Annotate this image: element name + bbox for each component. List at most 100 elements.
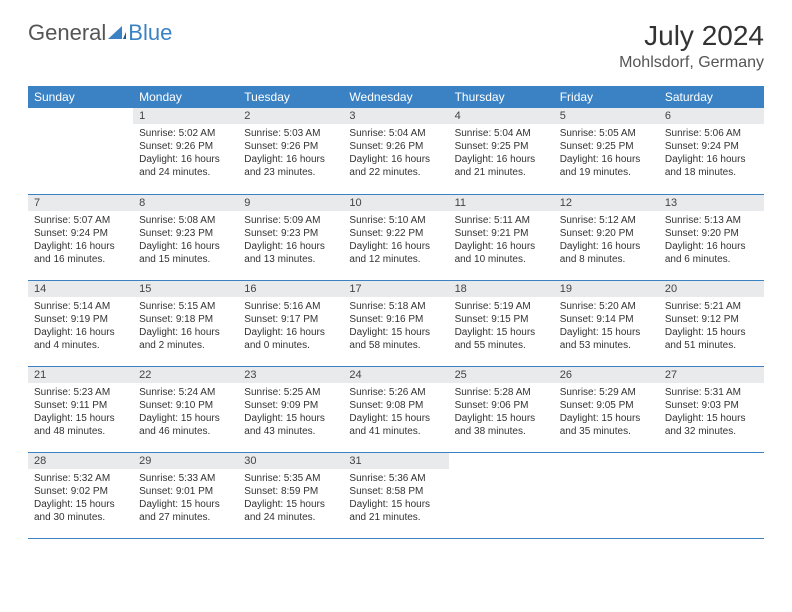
sunrise-text: Sunrise: 5:08 AM <box>139 214 232 227</box>
calendar-week-row: 14Sunrise: 5:14 AMSunset: 9:19 PMDayligh… <box>28 280 764 366</box>
day-number: 27 <box>659 367 764 383</box>
daylight-line2: and 27 minutes. <box>139 511 232 524</box>
day-number: 18 <box>449 281 554 297</box>
calendar-day-cell: 13Sunrise: 5:13 AMSunset: 9:20 PMDayligh… <box>659 194 764 280</box>
daylight-line2: and 53 minutes. <box>560 339 653 352</box>
day-number: 16 <box>238 281 343 297</box>
sunrise-text: Sunrise: 5:13 AM <box>665 214 758 227</box>
daylight-line1: Daylight: 15 hours <box>244 412 337 425</box>
calendar-week-row: 28Sunrise: 5:32 AMSunset: 9:02 PMDayligh… <box>28 452 764 538</box>
sunset-text: Sunset: 9:08 PM <box>349 399 442 412</box>
calendar-day-cell: 29Sunrise: 5:33 AMSunset: 9:01 PMDayligh… <box>133 452 238 538</box>
daylight-line2: and 30 minutes. <box>34 511 127 524</box>
daylight-line2: and 21 minutes. <box>455 166 548 179</box>
daylight-line2: and 10 minutes. <box>455 253 548 266</box>
day-info: Sunrise: 5:26 AMSunset: 9:08 PMDaylight:… <box>343 383 448 442</box>
calendar-day-cell <box>659 452 764 538</box>
day-info: Sunrise: 5:08 AMSunset: 9:23 PMDaylight:… <box>133 211 238 270</box>
sunset-text: Sunset: 9:14 PM <box>560 313 653 326</box>
sunrise-text: Sunrise: 5:15 AM <box>139 300 232 313</box>
calendar-day-cell: 21Sunrise: 5:23 AMSunset: 9:11 PMDayligh… <box>28 366 133 452</box>
day-number: 5 <box>554 108 659 124</box>
daylight-line1: Daylight: 15 hours <box>665 412 758 425</box>
daylight-line1: Daylight: 15 hours <box>34 412 127 425</box>
day-number: 19 <box>554 281 659 297</box>
calendar-day-cell: 6Sunrise: 5:06 AMSunset: 9:24 PMDaylight… <box>659 108 764 194</box>
day-number: 11 <box>449 195 554 211</box>
day-number: 21 <box>28 367 133 383</box>
daylight-line1: Daylight: 15 hours <box>349 326 442 339</box>
sunset-text: Sunset: 9:15 PM <box>455 313 548 326</box>
sunset-text: Sunset: 9:05 PM <box>560 399 653 412</box>
daylight-line1: Daylight: 15 hours <box>139 498 232 511</box>
sunset-text: Sunset: 9:19 PM <box>34 313 127 326</box>
day-info: Sunrise: 5:09 AMSunset: 9:23 PMDaylight:… <box>238 211 343 270</box>
calendar-day-cell: 16Sunrise: 5:16 AMSunset: 9:17 PMDayligh… <box>238 280 343 366</box>
sunrise-text: Sunrise: 5:21 AM <box>665 300 758 313</box>
sunrise-text: Sunrise: 5:03 AM <box>244 127 337 140</box>
daylight-line2: and 8 minutes. <box>560 253 653 266</box>
day-number: 24 <box>343 367 448 383</box>
daylight-line1: Daylight: 15 hours <box>455 412 548 425</box>
daylight-line1: Daylight: 15 hours <box>349 412 442 425</box>
calendar-week-row: 7Sunrise: 5:07 AMSunset: 9:24 PMDaylight… <box>28 194 764 280</box>
daylight-line2: and 55 minutes. <box>455 339 548 352</box>
sunrise-text: Sunrise: 5:35 AM <box>244 472 337 485</box>
day-info: Sunrise: 5:19 AMSunset: 9:15 PMDaylight:… <box>449 297 554 356</box>
page-title: July 2024 <box>619 20 764 52</box>
day-info: Sunrise: 5:25 AMSunset: 9:09 PMDaylight:… <box>238 383 343 442</box>
sunset-text: Sunset: 9:10 PM <box>139 399 232 412</box>
header: General Blue July 2024 Mohlsdorf, German… <box>28 20 764 72</box>
sunset-text: Sunset: 9:16 PM <box>349 313 442 326</box>
sunrise-text: Sunrise: 5:12 AM <box>560 214 653 227</box>
weekday-saturday: Saturday <box>659 86 764 108</box>
daylight-line1: Daylight: 15 hours <box>349 498 442 511</box>
day-info: Sunrise: 5:20 AMSunset: 9:14 PMDaylight:… <box>554 297 659 356</box>
day-info: Sunrise: 5:35 AMSunset: 8:59 PMDaylight:… <box>238 469 343 528</box>
sunrise-text: Sunrise: 5:05 AM <box>560 127 653 140</box>
day-info: Sunrise: 5:21 AMSunset: 9:12 PMDaylight:… <box>659 297 764 356</box>
day-info: Sunrise: 5:03 AMSunset: 9:26 PMDaylight:… <box>238 124 343 183</box>
sunset-text: Sunset: 9:26 PM <box>139 140 232 153</box>
calendar-day-cell: 4Sunrise: 5:04 AMSunset: 9:25 PMDaylight… <box>449 108 554 194</box>
day-number <box>28 108 133 112</box>
sunrise-text: Sunrise: 5:24 AM <box>139 386 232 399</box>
sunset-text: Sunset: 9:03 PM <box>665 399 758 412</box>
calendar-day-cell: 7Sunrise: 5:07 AMSunset: 9:24 PMDaylight… <box>28 194 133 280</box>
day-info: Sunrise: 5:33 AMSunset: 9:01 PMDaylight:… <box>133 469 238 528</box>
sunrise-text: Sunrise: 5:04 AM <box>455 127 548 140</box>
sunset-text: Sunset: 9:09 PM <box>244 399 337 412</box>
weekday-wednesday: Wednesday <box>343 86 448 108</box>
sunset-text: Sunset: 9:12 PM <box>665 313 758 326</box>
daylight-line1: Daylight: 16 hours <box>665 153 758 166</box>
calendar-day-cell: 2Sunrise: 5:03 AMSunset: 9:26 PMDaylight… <box>238 108 343 194</box>
daylight-line2: and 18 minutes. <box>665 166 758 179</box>
day-number: 13 <box>659 195 764 211</box>
day-number: 31 <box>343 453 448 469</box>
daylight-line2: and 2 minutes. <box>139 339 232 352</box>
sunset-text: Sunset: 9:21 PM <box>455 227 548 240</box>
day-number: 15 <box>133 281 238 297</box>
day-number: 1 <box>133 108 238 124</box>
daylight-line2: and 32 minutes. <box>665 425 758 438</box>
day-number: 26 <box>554 367 659 383</box>
day-info: Sunrise: 5:05 AMSunset: 9:25 PMDaylight:… <box>554 124 659 183</box>
sunrise-text: Sunrise: 5:06 AM <box>665 127 758 140</box>
daylight-line1: Daylight: 16 hours <box>244 326 337 339</box>
calendar-day-cell: 15Sunrise: 5:15 AMSunset: 9:18 PMDayligh… <box>133 280 238 366</box>
sunset-text: Sunset: 9:01 PM <box>139 485 232 498</box>
day-number: 17 <box>343 281 448 297</box>
calendar-day-cell: 22Sunrise: 5:24 AMSunset: 9:10 PMDayligh… <box>133 366 238 452</box>
sunset-text: Sunset: 9:23 PM <box>244 227 337 240</box>
day-info: Sunrise: 5:07 AMSunset: 9:24 PMDaylight:… <box>28 211 133 270</box>
day-info: Sunrise: 5:36 AMSunset: 8:58 PMDaylight:… <box>343 469 448 528</box>
day-number <box>659 453 764 457</box>
sunrise-text: Sunrise: 5:28 AM <box>455 386 548 399</box>
calendar-day-cell: 12Sunrise: 5:12 AMSunset: 9:20 PMDayligh… <box>554 194 659 280</box>
day-number: 8 <box>133 195 238 211</box>
daylight-line2: and 12 minutes. <box>349 253 442 266</box>
daylight-line2: and 0 minutes. <box>244 339 337 352</box>
daylight-line1: Daylight: 16 hours <box>560 153 653 166</box>
sunset-text: Sunset: 9:25 PM <box>560 140 653 153</box>
sunset-text: Sunset: 9:25 PM <box>455 140 548 153</box>
